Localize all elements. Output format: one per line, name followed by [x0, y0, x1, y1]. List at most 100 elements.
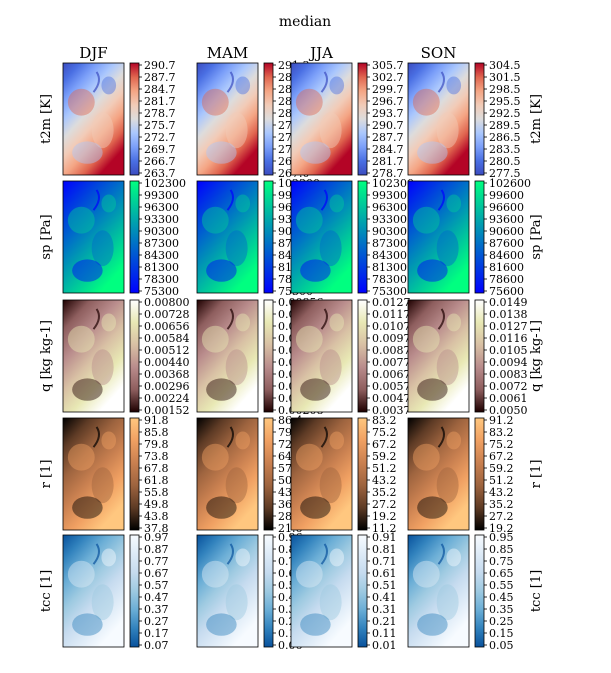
- colorbar-tick-label: 87300: [144, 237, 179, 250]
- colorbar-tick-label: 27.2: [372, 498, 397, 511]
- map-panel-jja: [290, 417, 353, 531]
- colorbar-tick-label: 0.87: [144, 543, 169, 556]
- colorbar-tick-label: 0.00152: [144, 404, 190, 417]
- colorbar-tick-label: 84300: [144, 249, 179, 262]
- colorbar-tick-label: 0.25: [489, 615, 514, 628]
- colorbar-jja: 0.01270.01170.01070.00970.00870.00770.00…: [357, 296, 411, 417]
- map-panel-son: [407, 62, 470, 176]
- colorbar-tick-label: 102300: [372, 177, 414, 190]
- colorbar-tick-label: 0.0127: [372, 296, 411, 309]
- colorbar-tick-label: 102300: [144, 177, 186, 190]
- colorbar-tick-label: 90300: [144, 225, 179, 238]
- colorbar-tick-label: 0.01: [372, 639, 397, 652]
- colorbar-tick-label: 287.7: [144, 71, 176, 84]
- colorbar-tick-label: 93300: [144, 213, 179, 226]
- figure-title: median: [279, 14, 331, 30]
- colorbar-tick-label: 0.00512: [144, 344, 190, 357]
- colorbar-tick-label: 81300: [372, 261, 407, 274]
- colorbar-tick-label: 35.2: [489, 498, 514, 511]
- map-panel-djf: [62, 534, 125, 648]
- colorbar-tick-label: 67.2: [372, 438, 397, 451]
- colorbar-tick-label: 0.67: [144, 567, 169, 580]
- map-panel-djf: [62, 417, 125, 531]
- colorbar-tick-label: 93600: [489, 213, 524, 226]
- colorbar-tick-label: 0.71: [372, 555, 397, 568]
- colorbar-tick-label: 296.7: [372, 95, 404, 108]
- row-label-left: q [kg kg-1]: [39, 320, 54, 392]
- colorbar-tick-label: 0.47: [144, 591, 169, 604]
- map-panel-djf: [62, 62, 125, 176]
- colorbar-tick-label: 0.0094: [489, 356, 528, 369]
- colorbar-tick-label: 85.8: [144, 426, 169, 439]
- colorbar-tick-label: 0.0107: [372, 320, 411, 333]
- colorbar-tick-label: 49.8: [144, 498, 169, 511]
- colorbar-djf: 290.7287.7284.7281.7278.7275.7272.7269.7…: [129, 59, 176, 180]
- colorbar-tick-label: 305.7: [372, 59, 404, 72]
- colorbar-tick-label: 0.27: [144, 615, 169, 628]
- map-panel-mam: [196, 299, 259, 413]
- colorbar-tick-label: 0.75: [489, 555, 514, 568]
- colorbar-tick-label: 61.8: [144, 474, 169, 487]
- colorbar-tick-label: 35.2: [372, 486, 397, 499]
- colorbar-tick-label: 84600: [489, 249, 524, 262]
- colorbar-jja: 305.7302.7299.7296.7293.7290.7287.7284.7…: [357, 59, 404, 180]
- colorbar-djf: 91.885.879.873.867.861.855.849.843.837.8: [129, 414, 169, 535]
- colorbar-tick-label: 0.11: [372, 627, 397, 640]
- colorbar-tick-label: 75600: [489, 285, 524, 298]
- colorbar-tick-label: 301.5: [489, 71, 521, 84]
- colorbar-tick-label: 55.8: [144, 486, 169, 499]
- colorbar-tick-label: 0.0047: [372, 392, 411, 405]
- colorbar-tick-label: 0.95: [489, 531, 514, 544]
- colorbar-tick-label: 0.51: [372, 579, 397, 592]
- colorbar-tick-label: 102600: [489, 177, 531, 190]
- map-panel-jja: [290, 62, 353, 176]
- colorbar-tick-label: 295.5: [489, 95, 521, 108]
- colorbar-tick-label: 0.0061: [489, 392, 528, 405]
- colorbar-son: 91.283.275.267.259.251.243.235.227.219.2: [474, 414, 514, 535]
- map-panel-son: [407, 534, 470, 648]
- colorbar-tick-label: 293.7: [372, 107, 404, 120]
- colorbar-tick-label: 284.7: [144, 83, 176, 96]
- map-panel-mam: [196, 534, 259, 648]
- colorbar-jja: 0.910.810.710.610.510.410.310.210.110.01: [357, 531, 397, 652]
- colorbar-tick-label: 283.5: [489, 143, 521, 156]
- colorbar-tick-label: 87300: [372, 237, 407, 250]
- colorbar-tick-label: 0.07: [144, 639, 169, 652]
- colorbar-son: 0.01490.01380.01270.01160.01050.00940.00…: [474, 296, 528, 417]
- colorbar-tick-label: 278.7: [144, 107, 176, 120]
- map-panel-jja: [290, 534, 353, 648]
- colorbar-tick-label: 298.5: [489, 83, 521, 96]
- colorbar-tick-label: 0.0097: [372, 332, 411, 345]
- colorbar-tick-label: 90300: [372, 225, 407, 238]
- colorbar-tick-label: 280.5: [489, 155, 521, 168]
- colorbar-tick-label: 0.57: [144, 579, 169, 592]
- map-panel-son: [407, 299, 470, 413]
- colorbar-tick-label: 290.7: [144, 59, 176, 72]
- colorbar-tick-label: 269.7: [144, 143, 176, 156]
- colorbar-tick-label: 91.2: [489, 414, 514, 427]
- colorbar-tick-label: 0.91: [372, 531, 397, 544]
- colorbar-tick-label: 75.2: [372, 426, 397, 439]
- colorbar-tick-label: 0.0067: [372, 368, 411, 381]
- colorbar-tick-label: 84300: [372, 249, 407, 262]
- colorbar-djf: 0.008000.007280.006560.005840.005120.004…: [129, 296, 190, 417]
- colorbar-tick-label: 67.8: [144, 462, 169, 475]
- colorbar-tick-label: 0.00296: [144, 380, 190, 393]
- colorbar-tick-label: 90600: [489, 225, 524, 238]
- colorbar-tick-label: 93300: [372, 213, 407, 226]
- row-label-left: sp [Pa]: [39, 214, 54, 259]
- colorbar-tick-label: 83.2: [489, 426, 514, 439]
- colorbar-tick-label: 99300: [372, 189, 407, 202]
- colorbar-tick-label: 290.7: [372, 119, 404, 132]
- colorbar-jja: 1023009930096300933009030087300843008130…: [357, 177, 414, 298]
- map-panel-mam: [196, 180, 259, 294]
- colorbar-tick-label: 0.41: [372, 591, 397, 604]
- colorbar-tick-label: 67.2: [489, 450, 514, 463]
- map-panel-jja: [290, 299, 353, 413]
- map-panel-son: [407, 180, 470, 294]
- colorbar-tick-label: 0.15: [489, 627, 514, 640]
- colorbar-tick-label: 27.2: [489, 510, 514, 523]
- colorbar-tick-label: 96600: [489, 201, 524, 214]
- row-label-left: tcc [1]: [39, 570, 54, 612]
- colorbar-tick-label: 0.17: [144, 627, 169, 640]
